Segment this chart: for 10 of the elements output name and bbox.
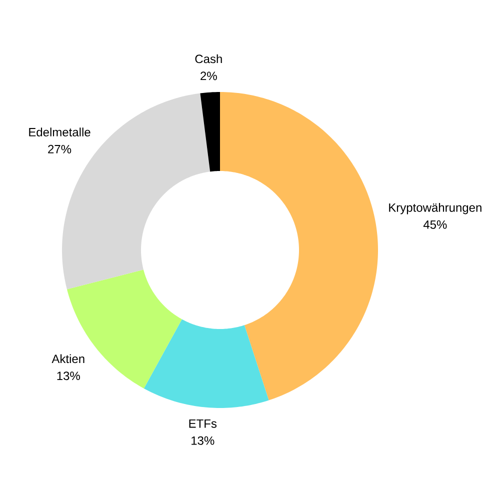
- slice-label: Kryptowährungen: [389, 203, 482, 214]
- slice-label: Aktien: [52, 354, 84, 364]
- data-label: 13%: [192, 436, 214, 445]
- slice-label: ETFs: [189, 419, 217, 428]
- slice-label: Edelmetalle: [29, 128, 90, 136]
- slice-label: Cash: [195, 54, 222, 64]
- data-label: 2%: [200, 72, 217, 80]
- data-label: 13%: [57, 372, 80, 380]
- data-label: 27%: [48, 144, 72, 154]
- data-label: 45%: [423, 220, 447, 229]
